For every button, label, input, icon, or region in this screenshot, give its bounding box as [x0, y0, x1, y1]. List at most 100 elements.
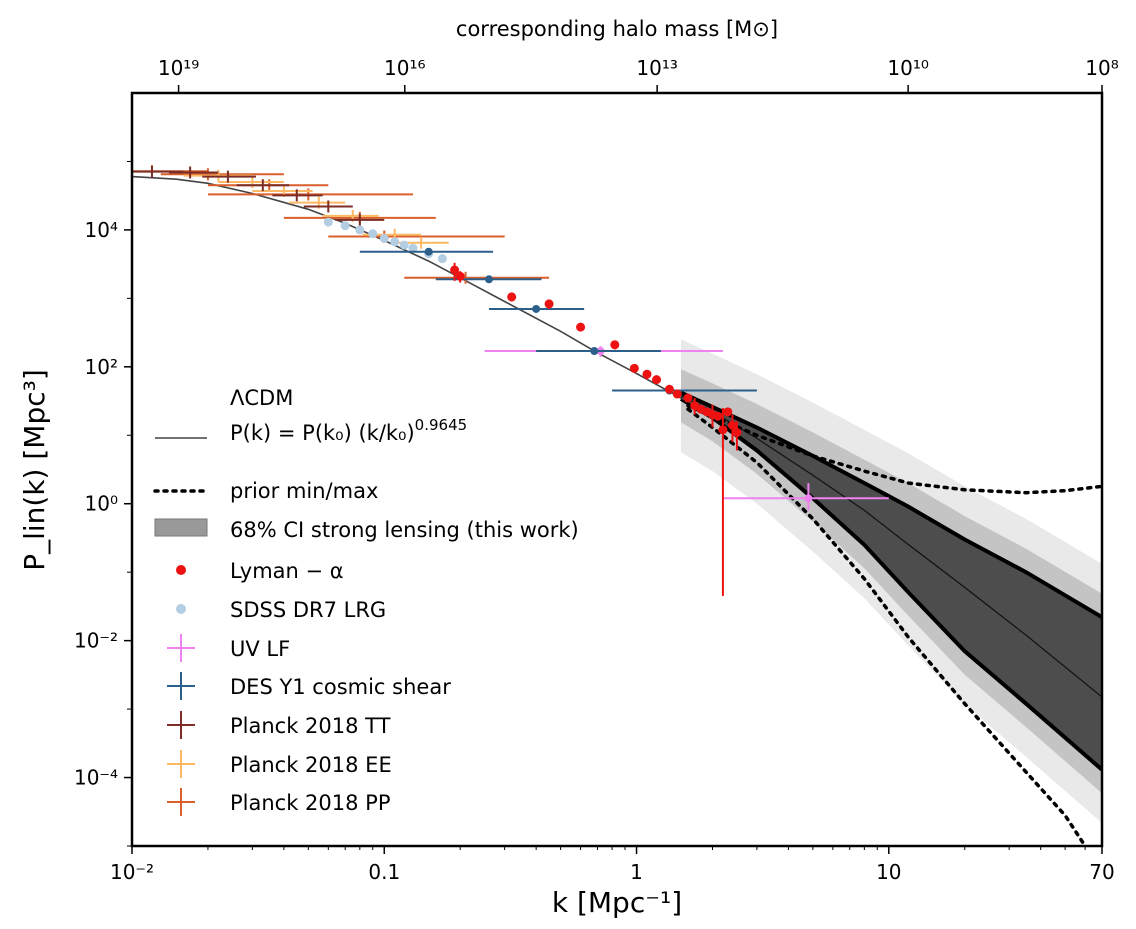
data-point	[450, 262, 460, 281]
legend-entry: Lyman − α	[176, 559, 344, 583]
point-marker	[455, 271, 465, 281]
x-tick-label: 1	[630, 860, 643, 884]
x-tick-label: 10	[876, 860, 901, 884]
point-marker	[652, 375, 662, 385]
data-point	[722, 483, 889, 511]
point-marker	[484, 275, 493, 284]
x-axis-label: k [Mpc⁻¹]	[552, 886, 682, 919]
point-marker	[323, 217, 333, 227]
legend-label: Planck 2018 TT	[230, 714, 391, 738]
y-tick-label: 10²	[85, 355, 118, 379]
data-point	[272, 189, 323, 202]
data-point	[236, 179, 290, 192]
legend: ΛCDM P(k) = P(k₀) (k/k₀)0.9645 prior min/…	[153, 386, 579, 816]
legend-label: Lyman − α	[230, 559, 344, 583]
legend-dot-swatch	[176, 565, 186, 575]
top-tick-label: 10¹⁰	[887, 56, 928, 80]
point-marker	[424, 247, 433, 256]
data-point	[642, 369, 652, 380]
point-marker	[672, 389, 682, 399]
legend-entry: 68% CI strong lensing (this work)	[154, 518, 579, 542]
legend-label: SDSS DR7 LRG	[230, 598, 386, 622]
top-tick-label: 10¹⁶	[384, 56, 425, 80]
x-tick-label: 0.1	[368, 860, 400, 884]
data-points-layer	[132, 165, 889, 596]
data-point	[435, 275, 542, 284]
point-marker	[732, 427, 742, 437]
lcdm-curve-layer	[132, 175, 713, 414]
data-point	[404, 271, 550, 284]
data-point	[340, 221, 350, 231]
y-tick-label: 10⁻⁴	[74, 766, 118, 790]
point-marker	[450, 265, 460, 275]
data-point	[408, 243, 418, 253]
ci68-band	[681, 392, 1102, 770]
point-marker	[437, 254, 447, 264]
y-tick-label: 10⁻²	[74, 629, 118, 653]
data-point	[390, 237, 400, 247]
data-point	[713, 411, 723, 421]
plot-area	[132, 165, 1102, 846]
point-marker	[683, 393, 693, 403]
data-point	[683, 393, 693, 403]
strong-lensing-median	[680, 395, 1102, 698]
data-point	[672, 389, 682, 399]
point-marker	[532, 304, 541, 313]
data-point	[328, 230, 505, 243]
data-point	[727, 414, 737, 442]
data-point	[576, 322, 586, 332]
point-marker	[408, 243, 418, 253]
series-lyman	[450, 262, 742, 596]
legend-label: Planck 2018 PP	[230, 791, 391, 815]
point-marker	[664, 384, 674, 394]
series-planck-2018-pp	[132, 165, 550, 284]
point-marker	[804, 494, 813, 503]
prior-upper-line	[686, 403, 1102, 495]
data-point	[168, 166, 219, 179]
top-tick-label: 10⁸	[1085, 56, 1118, 80]
data-point	[379, 233, 389, 243]
legend-entry: Planck 2018 PP	[167, 788, 391, 816]
point-marker	[629, 363, 639, 373]
legend-label: 68% CI strong lensing (this work)	[230, 518, 579, 542]
legend-entry: P(k) = P(k₀) (k/k₀)0.9645	[155, 416, 467, 445]
legend-label: DES Y1 cosmic shear	[230, 675, 451, 699]
data-point	[455, 271, 465, 283]
point-marker	[718, 425, 728, 435]
point-marker	[590, 347, 599, 356]
data-point	[664, 384, 674, 394]
legend-entry: Planck 2018 EE	[167, 750, 392, 778]
axes-layer: 10⁻² 0.1 1 10 70 10⁻⁴ 10⁻² 10⁰ 10² 10⁴ 10¹⁹ 10¹⁶ 10¹…	[74, 56, 1119, 884]
point-marker	[713, 411, 723, 421]
legend-entry: Planck 2018 TT	[167, 711, 391, 739]
data-point	[323, 217, 333, 227]
legend-entries: P(k) = P(k₀) (k/k₀)0.9645 prior min/max 68…	[153, 416, 579, 816]
data-point	[732, 421, 742, 451]
legend-label: Planck 2018 EE	[230, 753, 392, 777]
point-marker	[723, 407, 733, 417]
data-point	[368, 229, 378, 239]
y-tick-label: 10⁰	[85, 492, 118, 516]
legend-band-swatch	[154, 518, 208, 537]
data-point	[718, 408, 728, 596]
data-point	[536, 347, 661, 356]
data-point	[544, 299, 554, 309]
legend-lcdm-title: ΛCDM	[230, 386, 293, 410]
point-marker	[368, 229, 378, 239]
data-point	[399, 240, 409, 250]
data-point	[723, 407, 733, 417]
point-marker	[399, 240, 409, 250]
data-point	[202, 170, 256, 183]
data-point	[303, 200, 353, 213]
point-marker	[355, 225, 365, 235]
data-point	[507, 292, 517, 302]
data-point	[629, 363, 639, 373]
legend-entry: prior min/max	[153, 479, 378, 503]
legend-exponent: 0.9645	[415, 416, 468, 434]
lcdm-curve	[132, 175, 713, 414]
point-marker	[390, 237, 400, 247]
data-point	[359, 247, 494, 256]
point-marker	[544, 299, 554, 309]
strong-lensing-band-layer	[679, 339, 1102, 823]
top-axis-label: corresponding halo mass [M⊙]	[456, 17, 778, 41]
